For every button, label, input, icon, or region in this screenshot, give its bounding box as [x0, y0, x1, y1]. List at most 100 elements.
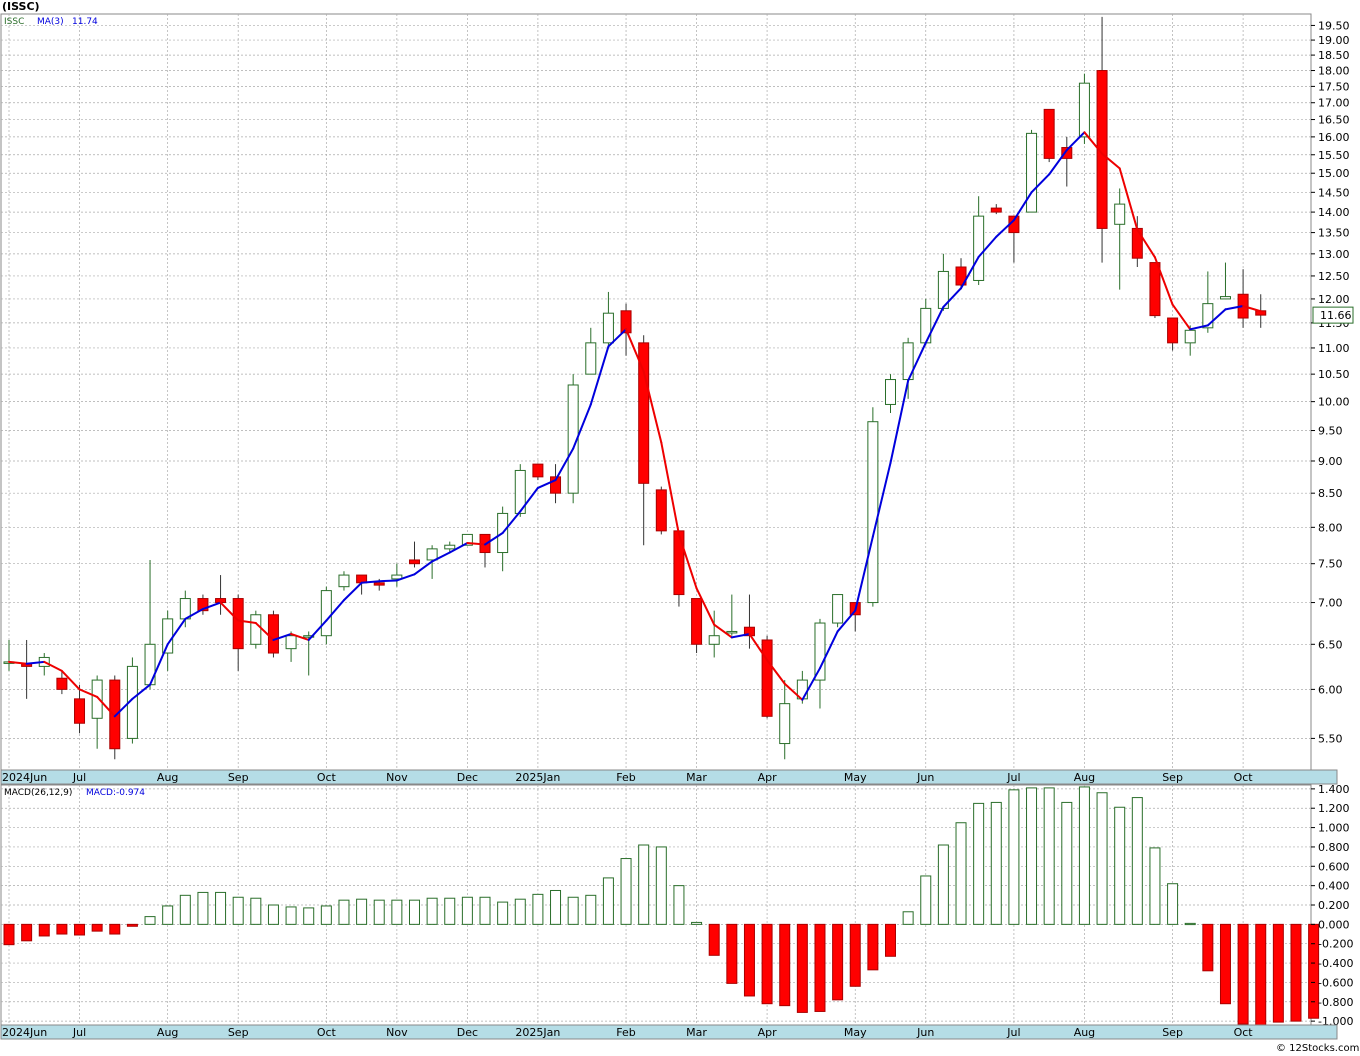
- ma3-segment: [660, 441, 680, 536]
- macd-bar: [250, 897, 262, 925]
- legend-macd-params: MACD(26,12,9): [4, 788, 72, 798]
- ma3-segment: [695, 587, 716, 626]
- macd-tick-label: 1.000: [1318, 822, 1350, 835]
- macd-bar: [1255, 923, 1267, 1027]
- month-label-bottom: Oct: [317, 1026, 337, 1039]
- ma3-segment: [783, 682, 804, 701]
- price-tick-label: 10.50: [1318, 368, 1350, 381]
- date-axis-band-top: [0, 769, 1338, 785]
- macd-bar: [1184, 922, 1196, 926]
- ma3-segment: [1030, 173, 1051, 194]
- last-price-box: [1312, 306, 1354, 324]
- month-label-top: Mar: [686, 771, 707, 784]
- ma3-segment: [219, 601, 240, 622]
- price-tick-label: 18.50: [1318, 49, 1350, 62]
- candle-body: [1114, 203, 1126, 225]
- ma3-segment: [1171, 303, 1192, 331]
- price-tick-label: 18.00: [1318, 65, 1350, 78]
- month-label-bottom: Dec: [457, 1026, 478, 1039]
- macd-bar: [21, 923, 33, 942]
- ma3-segment: [818, 630, 839, 670]
- ma3-segment: [237, 619, 257, 625]
- ma3-segment: [166, 617, 187, 646]
- price-tick-label: 9.00: [1318, 455, 1343, 468]
- ma3-segment: [360, 580, 381, 584]
- ma3-segment: [395, 573, 416, 582]
- macd-bar: [74, 923, 86, 936]
- candle-body: [726, 630, 738, 634]
- macd-bar: [567, 896, 579, 925]
- ma3-segment: [431, 551, 451, 563]
- month-label-top: Apr: [758, 771, 778, 784]
- ma3-segment: [854, 535, 874, 612]
- candle-body: [1026, 132, 1038, 213]
- macd-bar: [179, 894, 191, 925]
- candle-body: [56, 677, 68, 690]
- legend-ma-value: 11.74: [72, 17, 98, 27]
- macd-bar: [990, 801, 1002, 925]
- month-label-bottom: Jul: [1006, 1026, 1020, 1039]
- ma3-segment: [907, 341, 927, 382]
- price-tick-label: 19.50: [1318, 19, 1350, 32]
- candle-body: [655, 489, 667, 532]
- candle-body: [126, 665, 138, 739]
- month-label-bottom: Apr: [758, 1026, 778, 1039]
- ma3-segment: [149, 643, 169, 686]
- candle-body: [444, 544, 456, 550]
- macd-bar: [761, 923, 773, 1005]
- legend-symbol: ISSC: [4, 17, 24, 27]
- macd-bar: [144, 916, 156, 925]
- candle-body: [1043, 108, 1055, 159]
- last-price-label: 11.66: [1320, 309, 1352, 322]
- ma3-segment: [466, 542, 487, 546]
- ma3-segment: [131, 683, 152, 700]
- candle-body: [708, 635, 720, 645]
- ma3-segment: [78, 688, 99, 698]
- candle-body: [303, 635, 315, 638]
- macd-tick-label: 0.000: [1318, 918, 1350, 931]
- macd-bar: [426, 897, 438, 925]
- macd-bar: [3, 923, 15, 946]
- candle-body: [832, 594, 844, 624]
- ma3-segment: [1065, 131, 1086, 152]
- candle-body: [691, 598, 703, 645]
- macd-bar: [550, 889, 562, 925]
- date-axis-top: 2024Jun Jul Aug Sep Oct Nov Dec 2025Jan Feb Mar Ap…: [2, 771, 1253, 784]
- candle-body: [1219, 296, 1231, 300]
- candle-body: [91, 679, 103, 719]
- price-tick-label: 6.00: [1318, 683, 1343, 696]
- candle-body: [1061, 147, 1073, 159]
- month-label-bottom: Jun: [916, 1026, 934, 1039]
- candle-body: [602, 312, 614, 344]
- ma3-segment: [484, 531, 504, 546]
- macd-bar: [373, 899, 385, 925]
- candle-body: [867, 421, 879, 604]
- month-label-top: May: [844, 771, 867, 784]
- month-label-bottom: Feb: [616, 1026, 635, 1039]
- price-tick-label: 16.00: [1318, 131, 1350, 144]
- month-label-top: Nov: [386, 771, 408, 784]
- candle-body: [1149, 262, 1161, 317]
- ma3-segment: [1101, 152, 1121, 170]
- ma3-segment: [871, 461, 892, 538]
- macd-tick-label: -0.600: [1318, 976, 1353, 989]
- month-label-bottom: 2025Jan: [515, 1026, 560, 1039]
- date-axis-band-bottom: [0, 1024, 1338, 1040]
- macd-bar: [91, 923, 103, 932]
- month-label-bottom: Aug: [157, 1026, 178, 1039]
- macd-bar: [391, 899, 403, 925]
- macd-bar: [779, 923, 791, 1007]
- macd-bar: [285, 906, 297, 925]
- price-tick-label: 15.00: [1318, 167, 1350, 180]
- price-tick-label: 6.50: [1318, 638, 1343, 651]
- candle-body: [373, 582, 385, 586]
- month-label-bottom: 2024Jun: [2, 1026, 47, 1039]
- macd-bar: [1290, 923, 1302, 1022]
- macd-bar: [1078, 786, 1090, 925]
- month-label-top: 2025Jan: [515, 771, 560, 784]
- candle-body: [338, 574, 350, 588]
- ma3-line: [8, 131, 1262, 718]
- macd-bar: [814, 923, 826, 1012]
- macd-bars: [3, 786, 1320, 1027]
